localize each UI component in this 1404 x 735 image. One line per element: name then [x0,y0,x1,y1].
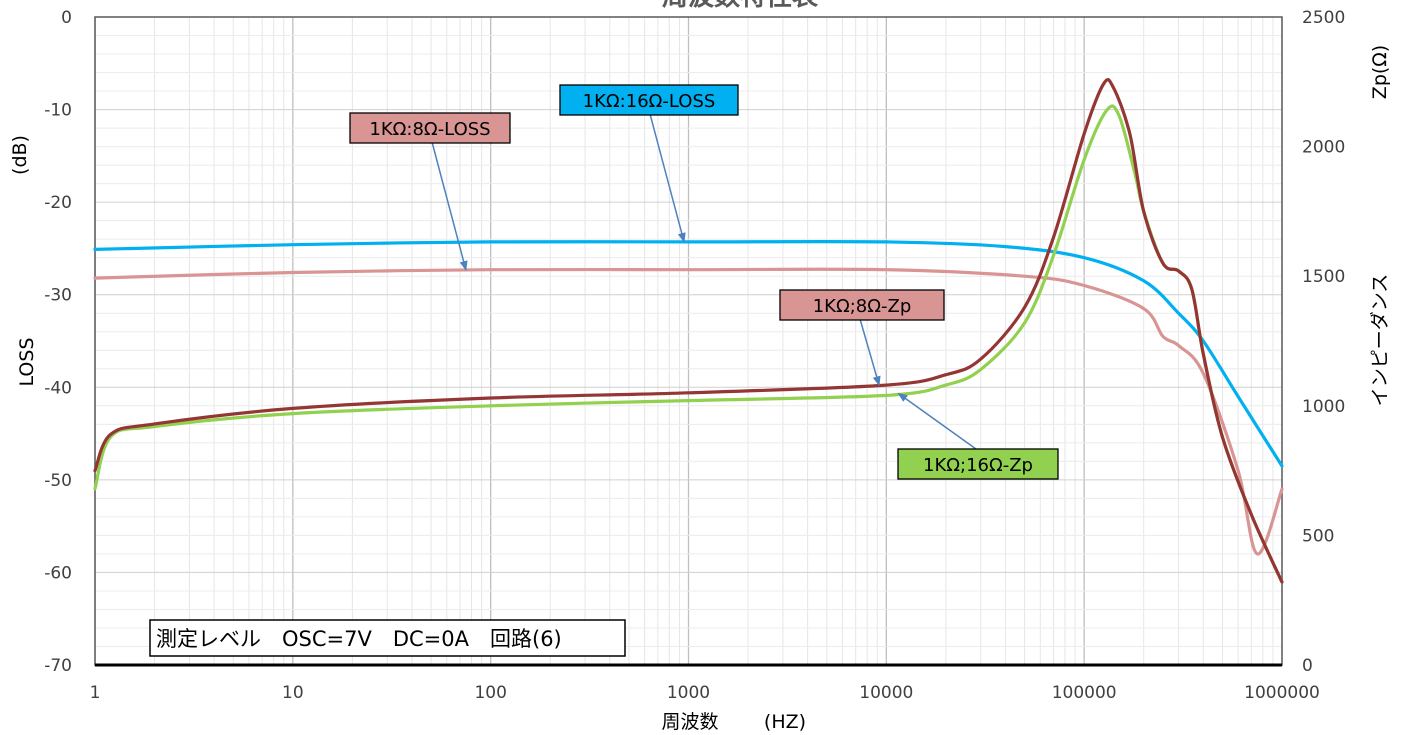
grid [94,16,1282,666]
x-tick-label: 1000000 [1244,683,1320,703]
annotation-label: 1KΩ;16Ω-Zp [923,455,1033,476]
annotations-layer: 1KΩ:16Ω-LOSS 1KΩ:8Ω-LOSS 1KΩ;8Ω-Zp 1KΩ;16Ω-… [349,84,1059,480]
y-right-tick-label: 1000 [1302,397,1345,417]
annotation-arrow [859,318,881,387]
y-left-tick-label: -60 [44,563,72,583]
y-left-axis-unit: (dB) [9,135,31,175]
y-left-tick-label: -70 [44,656,72,676]
annotation-box [349,112,511,144]
x-axis-title: 周波数 [661,711,718,733]
y-left-tick-label: -30 [44,286,72,306]
y-right-tick-label: 2000 [1302,138,1345,158]
annotation-label: 1KΩ:8Ω-LOSS [369,119,490,140]
y-left-tick-label: -10 [44,101,72,121]
x-axis-unit: (HZ) [764,711,806,733]
y-right-tick-label: 2500 [1302,8,1345,28]
y-right-tick-label: 500 [1302,526,1334,546]
x-tick-label: 10000 [859,683,913,703]
y-right-tick-labels: 2500 2000 1500 1000 500 0 [1302,8,1345,676]
measurement-note-text: 測定レベル OSC=7V DC=0A 回路(6) [156,627,562,651]
chart-title: 周波数特性表 [662,0,819,12]
series-line-1KΩ;8Ω-Zp [93,78,1284,584]
x-tick-label: 1000 [667,683,710,703]
x-tick-label: 10 [282,683,304,703]
annotation-arrow [897,392,977,450]
y-right-tick-label: 0 [1302,656,1313,676]
x-tick-label: 1 [90,683,101,703]
measurement-note: 測定レベル OSC=7V DC=0A 回路(6) [149,619,626,657]
y-right-axis-title: インピーダンス [1369,274,1391,407]
annotation-box [779,289,945,321]
x-tick-labels: 1 10 100 1000 10000 100000 1000000 [90,683,1320,703]
y-right-tick-label: 1500 [1302,267,1345,287]
annotation-arrow [649,113,686,243]
annotation-box [559,84,739,116]
series-layer [93,78,1284,584]
y-left-tick-label: -20 [44,193,72,213]
y-left-tick-label: -40 [44,378,72,398]
measurement-note-box [149,619,626,657]
y-left-tick-label: -50 [44,471,72,491]
y-left-axis-title: LOSS [16,338,38,387]
annotation-label: 1KΩ:16Ω-LOSS [583,91,716,112]
y-left-tick-label: 0 [61,8,72,28]
y-right-axis-unit: Zp(Ω) [1369,45,1391,99]
x-tick-label: 100000 [1052,683,1117,703]
annotation-label: 1KΩ;8Ω-Zp [813,296,912,317]
annotation-box [897,448,1059,480]
y-left-tick-labels: 0 -10 -20 -30 -40 -50 -60 -70 [44,8,72,676]
x-tick-label: 100 [474,683,506,703]
annotation-arrow [431,141,468,272]
